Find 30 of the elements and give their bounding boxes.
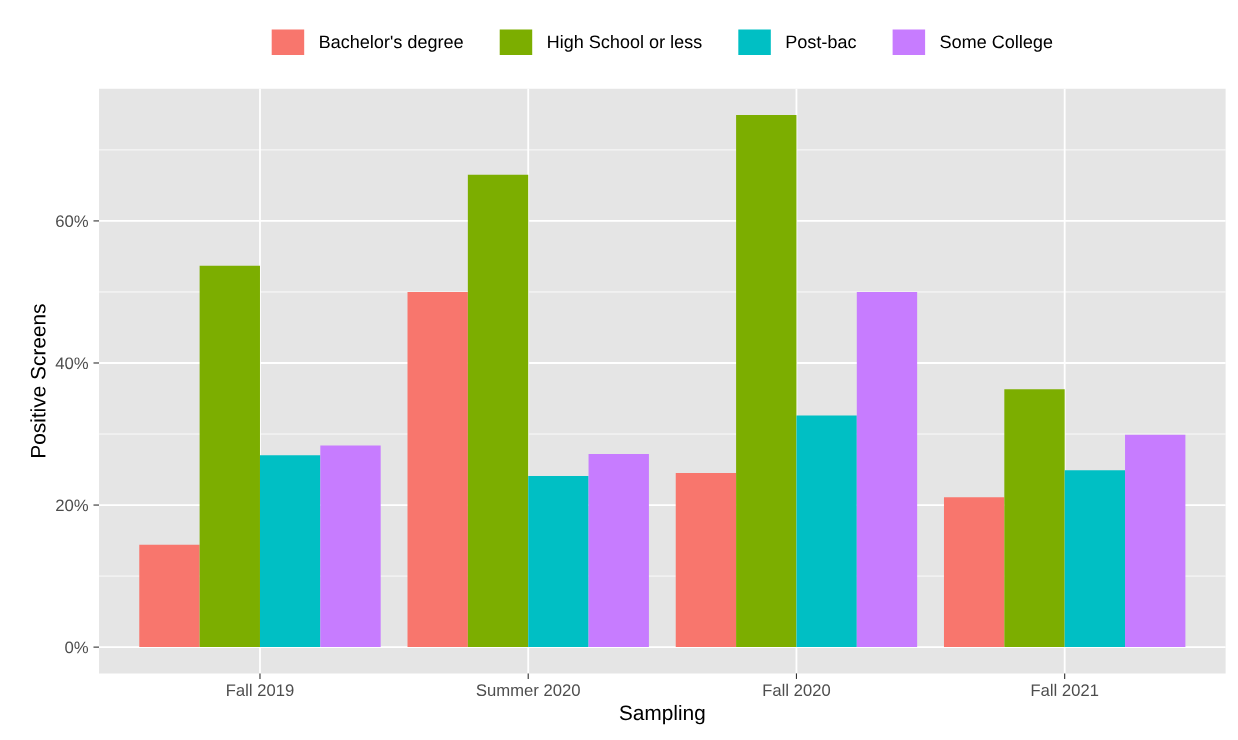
bar [588,453,649,648]
bar [407,291,468,648]
y-tick-label: 0% [65,641,89,654]
y-tick-label: 20% [56,499,89,512]
x-tick-label: Fall 2019 [227,683,294,697]
legend-label: High School or less [548,34,702,52]
legend-label: Some College [940,34,1053,52]
bar [528,475,589,648]
bar [1004,389,1065,648]
bar [259,455,321,648]
bar [320,445,381,648]
bar [943,497,1005,648]
x-tick-label: Fall 2021 [1031,683,1099,697]
bar [675,473,737,648]
bar [199,265,260,648]
bar [1125,434,1186,648]
bar [856,291,918,648]
y-axis-title: Positive Screens [30,304,46,457]
bar [467,174,529,648]
bar [796,415,857,648]
bar [139,544,200,648]
x-tick-label: Fall 2020 [763,683,831,697]
bar [736,115,797,648]
legend-label: Bachelor's degree [320,34,463,52]
x-axis-title: Sampling [619,704,705,725]
y-tick-label: 60% [56,215,89,228]
x-tick-label: Summer 2020 [476,684,580,697]
legend-label: Post-bac [786,34,857,49]
bar [1064,470,1126,648]
y-tick-label: 40% [55,357,89,370]
